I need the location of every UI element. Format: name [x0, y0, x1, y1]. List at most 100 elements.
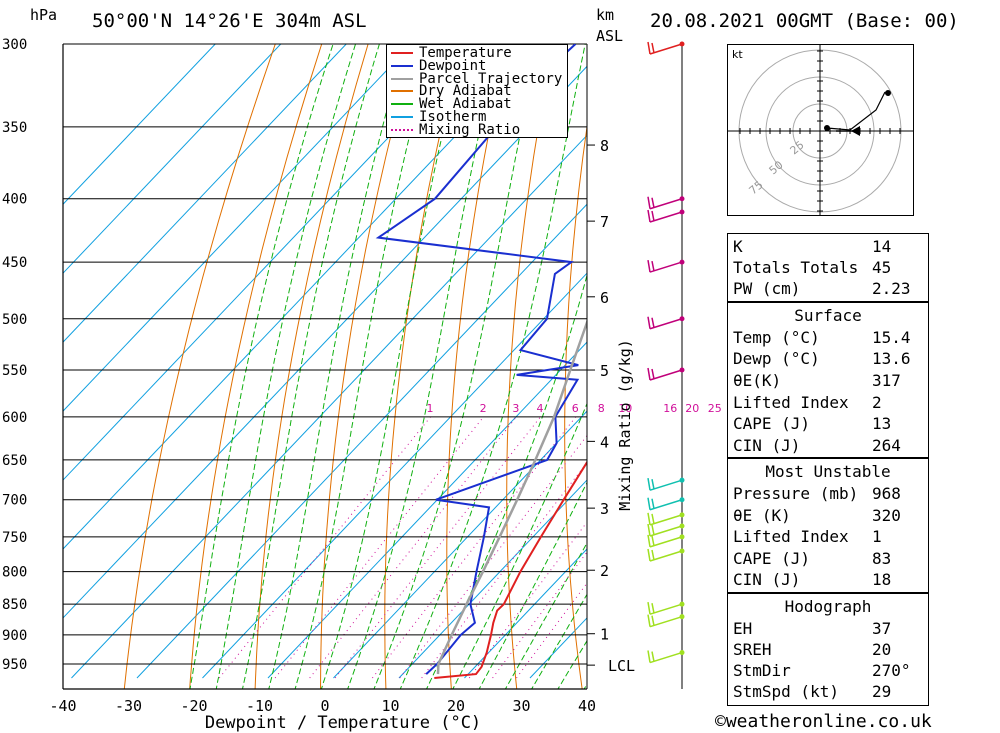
legend-label: Dry Adiabat	[419, 83, 512, 100]
index-row: θE(K) 317	[728, 371, 928, 392]
isotherm-line	[63, 44, 216, 205]
km-tick-label: LCL	[608, 657, 635, 675]
storm-motion-arrowhead	[851, 126, 860, 136]
legend-item: Dry Adiabat	[391, 83, 512, 100]
wet-adiabat-line	[373, 44, 540, 689]
wind-barb	[647, 316, 683, 330]
mixing-ratio-line	[334, 416, 541, 679]
isotherm-line	[202, 272, 587, 679]
km-tick-label: 2	[600, 562, 609, 580]
legend-swatch	[391, 90, 413, 93]
temperature-tick-label: 30	[512, 697, 530, 715]
index-row: PW (cm) 2.23	[728, 279, 928, 300]
index-value: 20	[872, 640, 892, 659]
indices-unstable-panel: Most Unstable Pressure (mb) 968 θE (K) 320…	[727, 458, 929, 593]
hodograph-ring-label: 75	[747, 178, 766, 197]
temperature-tick-label: -20	[180, 697, 207, 715]
pressure-tick-label: 450	[2, 255, 27, 271]
legend-item: Isotherm	[391, 110, 486, 124]
isotherm-line	[63, 44, 282, 274]
index-label: PW (cm)	[733, 279, 801, 298]
pressure-tick-label: 550	[2, 363, 27, 379]
index-label: θE (K)	[733, 506, 791, 525]
mixing-ratio-line	[492, 551, 587, 679]
wet-adiabat-line	[478, 481, 587, 689]
index-value: 18	[872, 570, 892, 589]
index-row: Dewp (°C) 13.6	[728, 349, 928, 370]
index-label: K	[733, 237, 743, 256]
index-row: SREH 20	[728, 640, 928, 661]
wind-barb	[647, 650, 683, 664]
dry-adiabat-line	[506, 44, 555, 689]
isotherm-line	[63, 65, 587, 619]
index-label: CAPE (J)	[733, 549, 811, 568]
temperature-line	[434, 460, 587, 679]
temperature-tick-label: 40	[578, 697, 596, 715]
legend-swatch	[391, 64, 413, 67]
legend-swatch	[391, 128, 413, 131]
km-unit-label: km	[596, 6, 615, 24]
index-value: 2.23	[872, 279, 911, 298]
mixing-ratio-line	[421, 461, 587, 679]
mixing-ratio-line	[218, 416, 431, 679]
isotherm-line	[464, 548, 587, 679]
index-value: 13.6	[872, 349, 911, 368]
index-value: 15.4	[872, 328, 911, 347]
index-label: CAPE (J)	[733, 414, 811, 433]
temperature-tick-label: 0	[320, 697, 329, 715]
index-value: 1	[872, 527, 882, 546]
wind-barb	[647, 497, 683, 511]
dry-adiabat-line	[925, 44, 1000, 692]
wet-adiabat-line	[531, 593, 587, 689]
wet-adiabat-line	[347, 44, 500, 689]
index-value: 83	[872, 549, 892, 568]
dry-adiabat-line	[189, 44, 323, 689]
wind-barb	[647, 196, 683, 210]
mixing-ratio-line	[274, 416, 484, 679]
wind-barb	[647, 523, 683, 537]
index-row: K 14	[728, 237, 928, 258]
hodograph-chart: kt 25 50 75	[728, 45, 913, 215]
pressure-tick-label: 350	[2, 120, 27, 136]
legend-label: Temperature	[419, 45, 512, 61]
km-tick-label: 8	[600, 137, 609, 155]
legend-label: Mixing Ratio	[419, 121, 521, 138]
isotherm-line	[71, 134, 587, 679]
pressure-tick-label: 700	[2, 493, 27, 509]
mixing-ratio-tick-label: 25	[708, 402, 722, 415]
mixing-ratio-tick-label: 3	[512, 402, 519, 415]
km-tick-label: 4	[600, 433, 609, 451]
x-axis-title: Dewpoint / Temperature (°C)	[205, 713, 481, 733]
mixing-ratio-tick-label: 20	[685, 402, 699, 415]
legend-swatch	[391, 116, 413, 118]
pressure-tick-label: 300	[2, 37, 27, 53]
pressure-tick-label: 600	[2, 410, 27, 426]
isotherm-line	[63, 44, 347, 343]
pressure-tick-label: 850	[2, 597, 27, 613]
index-label: CIN (J)	[733, 570, 801, 589]
hodograph-ring-label: 25	[788, 138, 807, 157]
index-label: SREH	[733, 640, 772, 659]
legend-label: Parcel Trajectory	[419, 70, 563, 87]
location-title: 50°00'N 14°26'E 304m ASL	[92, 10, 367, 32]
legend-item: Mixing Ratio	[391, 121, 521, 138]
index-row: CAPE (J) 13	[728, 414, 928, 435]
isotherm-line	[398, 479, 587, 679]
index-value: 264	[872, 436, 901, 455]
copyright-link[interactable]: ©weatheronline.co.uk	[715, 711, 932, 732]
isotherm-line	[63, 44, 478, 481]
chart-legend: Temperature Dewpoint Parcel Trajectory Dry …	[386, 44, 568, 138]
index-row: CAPE (J) 83	[728, 549, 928, 570]
pressure-tick-label: 650	[2, 453, 27, 469]
hodograph-trace	[826, 91, 886, 131]
isotherm-line	[63, 44, 413, 412]
km-tick-label: 6	[600, 289, 609, 307]
legend-item: Temperature	[391, 45, 512, 61]
index-row: Lifted Index 2	[728, 393, 928, 414]
unstable-section-title: Most Unstable	[765, 462, 891, 481]
pressure-tick-label: 400	[2, 192, 27, 208]
mixing-ratio-line	[309, 416, 517, 679]
hodograph-end-dot	[885, 90, 891, 96]
index-value: 37	[872, 619, 892, 638]
